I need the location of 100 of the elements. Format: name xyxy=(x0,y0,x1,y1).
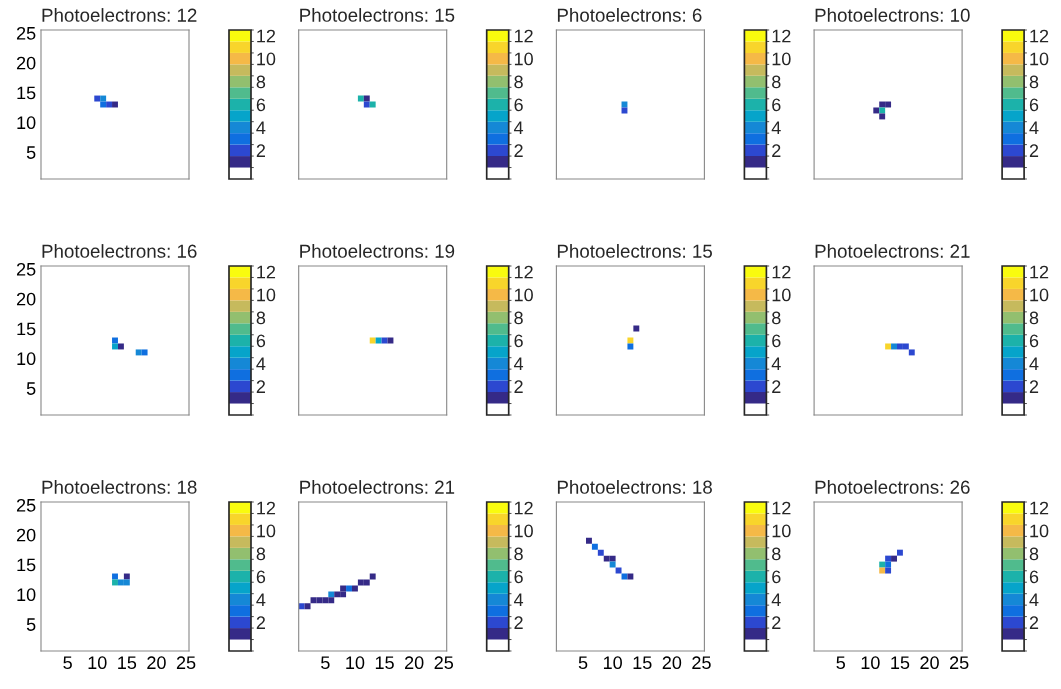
chart-title: Photoelectrons: 26 xyxy=(815,480,970,494)
x-tick-label: 20 xyxy=(662,656,682,670)
color-bar-label: 6 xyxy=(1029,98,1039,112)
y-tick-label: 25 xyxy=(16,498,36,512)
x-tick-label: 5 xyxy=(836,656,845,670)
color-bar-label: 8 xyxy=(256,311,266,325)
color-bar-label: 2 xyxy=(256,380,265,393)
color-bar-label: 6 xyxy=(256,98,266,112)
color-bar-label: 6 xyxy=(514,98,523,112)
x-tick-label: 20 xyxy=(920,656,939,670)
color-bar-label: 4 xyxy=(1029,121,1039,134)
chart-title: Photoelectrons: 19 xyxy=(300,244,455,258)
x-tick-label: 25 xyxy=(434,656,454,670)
chart-title: Photoelectrons: 21 xyxy=(815,244,970,258)
x-tick-label: 5 xyxy=(63,656,72,670)
color-bar-label: 4 xyxy=(1029,357,1039,370)
y-tick-label: 15 xyxy=(17,86,36,100)
color-bar-label: 10 xyxy=(772,524,791,538)
color-bar-label: 10 xyxy=(772,288,791,302)
color-bar-label: 4 xyxy=(771,357,781,370)
color-bar-label: 2 xyxy=(256,144,265,157)
color-bar-label: 6 xyxy=(772,570,781,584)
x-tick-label: 25 xyxy=(950,656,969,670)
color-bar-label: 2 xyxy=(1029,616,1039,629)
chart-title: Photoelectrons: 10 xyxy=(815,8,970,22)
color-bar-label: 12 xyxy=(257,501,276,515)
color-bar-label: 6 xyxy=(514,570,523,584)
y-tick-label: 20 xyxy=(16,528,36,542)
color-bar-label: 12 xyxy=(1030,29,1049,43)
color-bar-label: 12 xyxy=(257,265,276,279)
color-bar-label: 12 xyxy=(772,265,791,279)
chart-title: Photoelectrons: 16 xyxy=(42,244,197,258)
color-bar-label: 8 xyxy=(514,547,523,561)
x-tick-label: 15 xyxy=(891,656,910,670)
color-bar-label: 12 xyxy=(514,501,533,515)
color-bar-label: 2 xyxy=(514,144,523,157)
x-tick-label: 15 xyxy=(118,656,137,670)
y-tick-label: 25 xyxy=(16,262,36,276)
color-bar-label: 12 xyxy=(257,29,276,43)
color-bar-label: 4 xyxy=(1029,593,1039,606)
color-bar-label: 8 xyxy=(1029,547,1039,561)
y-tick-label: 10 xyxy=(17,352,36,366)
chart-title: Photoelectrons: 18 xyxy=(557,480,712,494)
color-bar-label: 4 xyxy=(256,121,266,134)
color-bar-label: 10 xyxy=(257,52,276,66)
color-bar-label: 8 xyxy=(256,547,266,561)
chart-title: Photoelectrons: 18 xyxy=(42,480,197,494)
color-bar-label: 6 xyxy=(256,570,266,584)
color-bar-label: 8 xyxy=(772,311,781,325)
color-bar-label: 10 xyxy=(514,524,533,538)
x-tick-label: 10 xyxy=(88,656,107,670)
color-bar-label: 2 xyxy=(772,380,781,393)
color-bar-label: 4 xyxy=(513,357,524,370)
x-tick-label: 20 xyxy=(405,656,424,670)
color-bar-label: 2 xyxy=(514,616,523,629)
color-bar-label: 4 xyxy=(256,357,266,370)
color-bar-label: 8 xyxy=(256,75,266,89)
x-tick-label: 5 xyxy=(578,656,588,670)
color-bar-label: 10 xyxy=(514,52,533,66)
y-tick-label: 10 xyxy=(17,588,36,602)
color-bar-label: 12 xyxy=(772,501,791,515)
color-bar-label: 12 xyxy=(772,29,791,43)
chart-title: Photoelectrons: 6 xyxy=(557,8,702,22)
x-tick-label: 5 xyxy=(321,656,330,670)
color-bar-label: 8 xyxy=(1029,75,1039,89)
x-tick-label: 25 xyxy=(692,656,711,670)
y-tick-label: 25 xyxy=(16,26,36,40)
y-tick-label: 5 xyxy=(26,382,36,395)
color-bar-label: 6 xyxy=(772,334,781,348)
chart-title: Photoelectrons: 15 xyxy=(300,8,455,22)
x-tick-label: 15 xyxy=(375,656,394,670)
color-bar-label: 2 xyxy=(772,144,781,157)
color-bar-label: 4 xyxy=(771,121,781,134)
color-bar-label: 10 xyxy=(514,288,533,302)
color-bar-label: 12 xyxy=(1030,501,1049,515)
color-bar-label: 12 xyxy=(1030,265,1049,279)
color-bar-label: 10 xyxy=(1030,524,1049,538)
color-bar-label: 12 xyxy=(514,29,533,43)
color-bar-label: 4 xyxy=(256,593,266,606)
color-bar-label: 4 xyxy=(513,593,524,606)
chart-title: Photoelectrons: 21 xyxy=(300,480,455,494)
chart-title: Photoelectrons: 15 xyxy=(557,244,712,258)
x-tick-label: 10 xyxy=(603,656,622,670)
color-bar-label: 6 xyxy=(1029,570,1039,584)
color-bar-label: 6 xyxy=(514,334,523,348)
color-bar-label: 8 xyxy=(772,547,781,561)
y-tick-label: 20 xyxy=(16,56,36,70)
color-bar-label: 10 xyxy=(1030,288,1049,302)
color-bar-label: 2 xyxy=(772,616,781,629)
color-bar-label: 6 xyxy=(256,334,266,348)
color-bar-label: 6 xyxy=(772,98,781,112)
y-tick-label: 5 xyxy=(26,146,36,159)
color-bar-label: 12 xyxy=(514,265,533,279)
color-bar-label: 10 xyxy=(1030,52,1049,66)
color-bar-label: 6 xyxy=(1029,334,1039,348)
color-bar-label: 8 xyxy=(514,311,523,325)
color-bar-label: 8 xyxy=(1029,311,1039,325)
color-bar-label: 10 xyxy=(257,524,276,538)
x-tick-label: 15 xyxy=(633,656,652,670)
y-tick-label: 15 xyxy=(17,558,36,572)
